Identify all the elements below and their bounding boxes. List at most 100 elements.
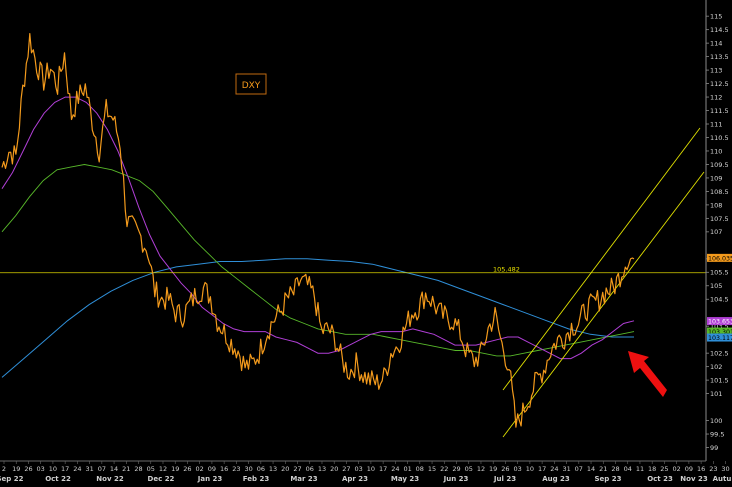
x-day-tick-label: 31 bbox=[562, 465, 570, 473]
y-tick-label: 102 bbox=[710, 363, 722, 371]
x-day-tick-label: 10 bbox=[49, 465, 57, 473]
x-day-tick-label: 02 bbox=[673, 465, 681, 473]
last-value-text: 103.117 bbox=[708, 335, 732, 342]
x-day-tick-label: 09 bbox=[685, 465, 693, 473]
y-tick-label: 100 bbox=[710, 417, 722, 425]
reference-line-label: 105.482 bbox=[493, 265, 520, 273]
last-value-badge bbox=[707, 327, 732, 336]
x-day-tick-label: 14 bbox=[587, 465, 595, 473]
x-day-tick-label: 14 bbox=[110, 465, 118, 473]
x-day-tick-label: 27 bbox=[293, 465, 301, 473]
x-day-tick-label: 22 bbox=[440, 465, 448, 473]
x-day-tick-label: 18 bbox=[648, 465, 656, 473]
x-day-tick-label: 19 bbox=[171, 465, 179, 473]
last-value-text: 103.301 bbox=[708, 329, 732, 336]
y-tick-label: 114.5 bbox=[710, 26, 729, 34]
x-day-tick-label: 24 bbox=[550, 465, 558, 473]
x-month-tick-label: Sep 23 bbox=[595, 475, 622, 483]
ma-short-line bbox=[1, 96, 635, 360]
y-tick-label: 105.5 bbox=[710, 269, 729, 277]
y-tick-label: 112.5 bbox=[710, 80, 729, 88]
red-arrow bbox=[628, 351, 667, 397]
dxy-legend-box: DXY bbox=[235, 73, 267, 95]
x-day-tick-label: 06 bbox=[257, 465, 265, 473]
x-day-tick-label: 27 bbox=[342, 465, 350, 473]
y-tick-label: 107.5 bbox=[710, 215, 729, 223]
y-tick-label: 114 bbox=[710, 40, 722, 48]
x-month-tick-label: Sep 22 bbox=[0, 475, 24, 483]
x-day-tick-label: 30 bbox=[244, 465, 252, 473]
moving-averages-layer bbox=[1, 96, 635, 378]
x-day-tick-label: 19 bbox=[489, 465, 497, 473]
x-day-tick-label: 05 bbox=[147, 465, 155, 473]
x-day-tick-label: 28 bbox=[134, 465, 142, 473]
ma-mid-line bbox=[1, 164, 635, 357]
ma-long-line bbox=[1, 258, 634, 378]
x-day-tick-label: 06 bbox=[306, 465, 314, 473]
x-day-tick-label: 21 bbox=[122, 465, 130, 473]
x-day-tick-label: 26 bbox=[183, 465, 191, 473]
x-day-tick-label: 13 bbox=[318, 465, 326, 473]
y-tick-label: 110 bbox=[710, 147, 722, 155]
x-month-tick-label: Mar 23 bbox=[290, 475, 317, 483]
x-day-tick-label: 2 bbox=[2, 465, 6, 473]
x-day-tick-label: 12 bbox=[159, 465, 167, 473]
x-month-tick-label: May 23 bbox=[391, 475, 419, 483]
y-tick-label: 105 bbox=[710, 282, 722, 290]
price-line bbox=[1, 32, 635, 428]
last-value-text: 106.035 bbox=[708, 255, 732, 262]
x-day-tick-label: 07 bbox=[575, 465, 583, 473]
x-day-tick-label: 08 bbox=[416, 465, 424, 473]
x-day-tick-label: 24 bbox=[391, 465, 399, 473]
x-day-tick-label: 13 bbox=[269, 465, 277, 473]
x-day-tick-label: 11 bbox=[636, 465, 644, 473]
y-tick-label: 99.5 bbox=[710, 430, 724, 438]
y-tick-label: 111 bbox=[710, 120, 722, 128]
x-day-tick-label: 09 bbox=[208, 465, 216, 473]
x-day-tick-label: 12 bbox=[477, 465, 485, 473]
x-month-tick-label: Jul 23 bbox=[493, 475, 516, 483]
x-day-tick-label: 03 bbox=[355, 465, 363, 473]
y-tick-label: 115 bbox=[710, 13, 722, 21]
y-tick-label: 111.5 bbox=[710, 107, 729, 115]
x-day-tick-label: 04 bbox=[624, 465, 632, 473]
channel-upper-line bbox=[502, 127, 701, 391]
x-month-tick-label: Jan 23 bbox=[197, 475, 223, 483]
x-day-tick-label: 29 bbox=[452, 465, 460, 473]
x-month-tick-label: Oct 23 bbox=[647, 475, 673, 483]
x-day-tick-label: 03 bbox=[514, 465, 522, 473]
y-tick-label: 102.5 bbox=[710, 350, 729, 358]
y-tick-label: 101.5 bbox=[710, 377, 729, 385]
last-value-badge bbox=[707, 317, 732, 326]
x-day-tick-label: 23 bbox=[709, 465, 717, 473]
y-tick-label: 104.5 bbox=[710, 296, 729, 304]
x-day-tick-label: 07 bbox=[98, 465, 106, 473]
x-day-tick-label: 02 bbox=[196, 465, 204, 473]
price-layer bbox=[1, 32, 635, 428]
x-month-tick-label: Autu bbox=[713, 475, 732, 483]
x-month-tick-label: Oct 22 bbox=[45, 475, 71, 483]
x-month-tick-label: Feb 23 bbox=[243, 475, 270, 483]
x-day-tick-label: 31 bbox=[85, 465, 93, 473]
x-day-tick-label: 10 bbox=[526, 465, 534, 473]
y-tick-label: 101 bbox=[710, 390, 722, 398]
y-tick-label: 99 bbox=[710, 444, 718, 452]
x-day-tick-label: 03 bbox=[37, 465, 45, 473]
x-day-tick-label: 21 bbox=[599, 465, 607, 473]
y-tick-label: 108.5 bbox=[710, 188, 729, 196]
y-tick-label: 109 bbox=[710, 174, 722, 182]
x-month-tick-label: Nov 22 bbox=[96, 475, 124, 483]
x-day-tick-label: 26 bbox=[24, 465, 32, 473]
x-day-tick-label: 15 bbox=[428, 465, 436, 473]
x-day-tick-label: 24 bbox=[73, 465, 81, 473]
x-day-tick-label: 17 bbox=[379, 465, 387, 473]
x-month-tick-label: Dec 22 bbox=[148, 475, 175, 483]
x-day-tick-label: 28 bbox=[611, 465, 619, 473]
x-day-tick-label: 20 bbox=[281, 465, 289, 473]
reference-line-layer: 105.482 bbox=[0, 265, 706, 273]
y-tick-label: 113 bbox=[710, 66, 722, 74]
x-month-tick-label: Jun 23 bbox=[443, 475, 469, 483]
y-tick-label: 110.5 bbox=[710, 134, 729, 142]
